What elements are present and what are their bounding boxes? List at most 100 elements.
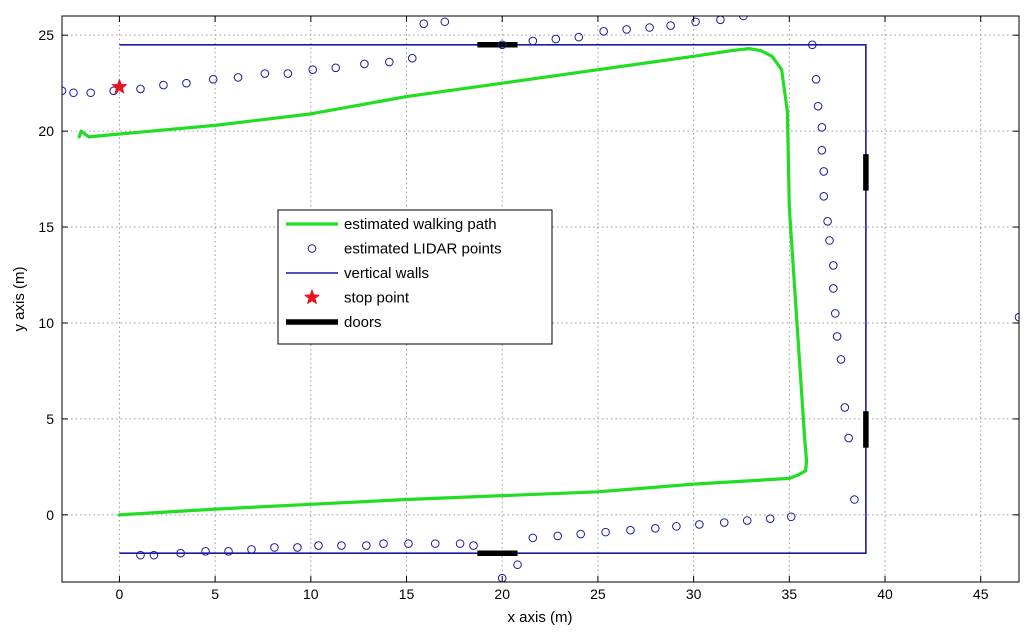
lidar-point (651, 523, 660, 533)
x-tick-label: 35 (782, 586, 798, 602)
lidar-point (840, 403, 850, 412)
x-tick-label: 10 (303, 586, 319, 602)
legend-label: stop point (344, 290, 410, 307)
lidar-point (622, 25, 631, 34)
lidar-point (430, 539, 440, 548)
lidar-point (233, 73, 243, 82)
legend-label: vertical walls (344, 265, 429, 282)
lidar-point (844, 433, 853, 443)
lidar-point (825, 236, 834, 245)
y-tick-label: 0 (46, 507, 54, 523)
lidar-point (719, 518, 729, 527)
lidar-point (469, 541, 478, 550)
x-tick-label: 45 (973, 586, 989, 602)
lidar-point (739, 16, 748, 21)
lidar-point (337, 541, 346, 550)
y-tick-label: 15 (38, 219, 54, 235)
stop-point-star (111, 78, 128, 95)
lidar-point (551, 34, 561, 44)
legend-label: estimated LIDAR points (344, 241, 502, 258)
lidar-point (407, 53, 417, 63)
legend-swatch-circle (307, 244, 317, 253)
lidar-point (331, 63, 341, 73)
lidar-point (765, 514, 775, 523)
lidar-point (86, 88, 96, 98)
lidar-point (832, 332, 842, 341)
lidar-point (360, 59, 369, 69)
lidar-point (823, 216, 832, 226)
y-tick-label: 10 (38, 315, 54, 331)
lidar-point (182, 78, 191, 88)
lidar-point (817, 122, 827, 132)
x-tick-label: 15 (399, 586, 415, 602)
lidar-point (672, 522, 681, 531)
x-tick-label: 20 (494, 586, 510, 602)
lidar-point (695, 520, 704, 529)
legend-label: estimated walking path (344, 216, 497, 233)
lidar-point (599, 27, 608, 36)
lidar-point (666, 21, 675, 30)
lidar-point (811, 75, 821, 84)
lidar-point (817, 146, 827, 155)
x-axis-label: x axis (m) (508, 609, 573, 626)
lidar-point (830, 309, 840, 318)
x-tick-label: 25 (590, 586, 606, 602)
lidar-point (379, 539, 388, 548)
lidar-point (786, 512, 796, 522)
lidar-point (314, 541, 323, 550)
lidar-point (384, 57, 394, 67)
x-tick-label: 40 (877, 586, 893, 602)
x-tick-label: 5 (211, 586, 219, 602)
lidar-point (553, 531, 563, 541)
x-tick-label: 0 (116, 586, 124, 602)
ticks: 0 5 10 15 20 25 30 35 40 45 0 5 10 15 20 25 (38, 16, 1019, 602)
data-layer (62, 16, 1019, 582)
legend-label: doors (344, 314, 382, 331)
lidar-point (308, 65, 318, 75)
y-tick-label: 20 (38, 123, 54, 139)
legend-swatch-star (303, 288, 321, 305)
y-axis-label: y axis (m) (11, 267, 28, 332)
y-tick-label: 5 (46, 411, 54, 427)
plot-frame (61, 15, 1020, 583)
lidar-point (497, 40, 507, 50)
lidar-point (247, 545, 256, 554)
walking-path-line (77, 47, 809, 517)
lidar-point (742, 516, 752, 525)
legend: estimated walking path estimated LIDAR po… (277, 209, 553, 345)
lidar-point (440, 17, 450, 27)
lidar-point (645, 23, 654, 32)
lidar-point (455, 539, 465, 548)
lidar-point (601, 527, 610, 537)
lidar-point (819, 167, 829, 176)
lidar-point (176, 548, 185, 558)
lidar-point (224, 547, 233, 556)
lidar-point (136, 550, 145, 560)
lidar-point (829, 261, 838, 270)
lidar-point (819, 192, 829, 201)
lidar-point (260, 69, 270, 78)
lidar-point (201, 547, 210, 556)
lidar-point (270, 543, 279, 552)
lidar-point (850, 495, 859, 504)
lidar-point (293, 543, 302, 552)
lidar-point (1014, 312, 1019, 322)
lidar-point (136, 84, 145, 94)
lidar-point (691, 17, 700, 27)
x-tick-label: 30 (686, 586, 702, 602)
lidar-point (829, 284, 838, 293)
lidar-point (69, 88, 78, 98)
lidar-point (528, 533, 538, 543)
lidar-point (836, 355, 846, 364)
lidar-point (159, 80, 168, 90)
lidar-point (626, 525, 635, 535)
lidar-point (362, 541, 371, 550)
lidar-point (807, 40, 817, 50)
lidar-point (513, 560, 522, 570)
y-tick-label: 25 (38, 27, 54, 43)
lidar-point (283, 69, 293, 78)
lidar-point (208, 75, 218, 84)
lidar-point (574, 32, 584, 42)
